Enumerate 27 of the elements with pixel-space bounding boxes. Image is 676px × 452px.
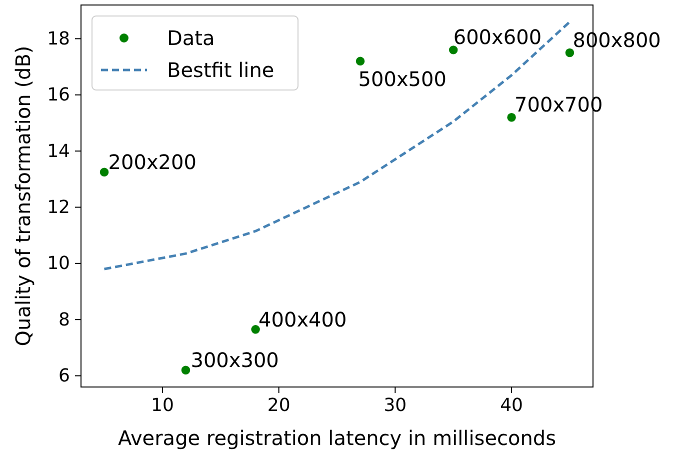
annotation: 300x300 xyxy=(190,348,279,372)
point xyxy=(507,112,516,122)
point xyxy=(181,366,190,375)
x-tick-label: 20 xyxy=(267,394,290,416)
y-tick-label: 12 xyxy=(47,196,70,218)
x-tick-label: 30 xyxy=(384,394,407,416)
y-tick-label: 10 xyxy=(47,253,70,274)
y-tick-label: 14 xyxy=(47,140,70,162)
annotation: 500x500 xyxy=(358,67,446,92)
point xyxy=(251,325,260,334)
y-tick-label: 18 xyxy=(47,28,70,50)
annotation: 400x400 xyxy=(258,307,347,332)
point xyxy=(100,168,109,176)
legend-label: Data xyxy=(167,26,215,50)
x-tick-label: 10 xyxy=(151,394,174,416)
y-tick-label: 8 xyxy=(58,309,70,330)
point xyxy=(356,56,365,66)
y-tick-label: 6 xyxy=(58,366,70,387)
annotation: 200x200 xyxy=(108,150,196,174)
legend-label: Bestfit line xyxy=(167,58,274,82)
point xyxy=(448,46,458,54)
y-tick-label: 16 xyxy=(47,84,70,106)
y-axis-title: Quality of transformation (dB) xyxy=(11,46,35,346)
annotation: 600x600 xyxy=(453,24,542,49)
point xyxy=(565,48,574,58)
x-axis-title: Average registration latency in milliseconds xyxy=(118,426,556,450)
x-tick-label: 40 xyxy=(500,394,523,416)
